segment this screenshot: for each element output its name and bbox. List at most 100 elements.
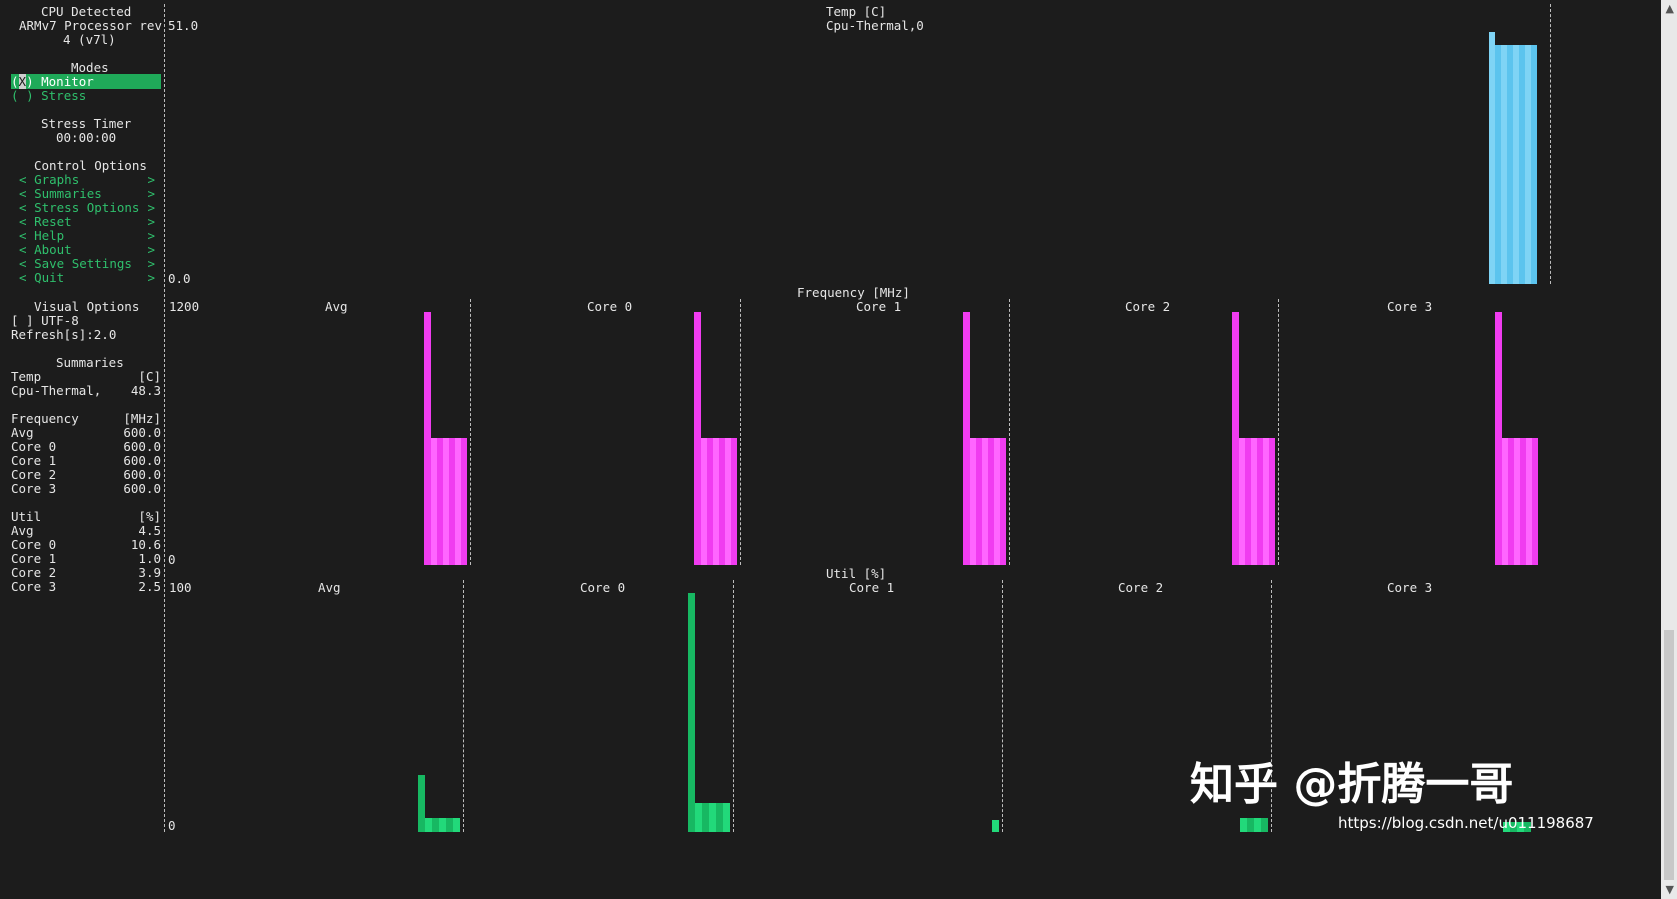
frequency-bar: [1000, 438, 1006, 565]
control-option-graphs[interactable]: < Graphs >: [19, 172, 155, 187]
control-option-label: Stress Options: [34, 200, 140, 215]
control-option-arrow: >: [147, 214, 155, 229]
control-option-about[interactable]: < About >: [19, 242, 155, 257]
temp-y-max-label: 51.0: [168, 18, 199, 33]
mode-monitor-label: Monitor: [41, 74, 94, 89]
util-bar: [446, 818, 453, 832]
control-option-open-bracket: <: [19, 270, 35, 285]
stress-timer-value: 00:00:00: [56, 130, 117, 145]
panel-divider: [740, 299, 741, 565]
control-option-label: Help: [34, 228, 65, 243]
control-option-label: Reset: [34, 214, 72, 229]
util-bar: [432, 818, 439, 832]
summary-frequency-row-value: 600.0: [123, 425, 161, 440]
panel-title: Core 3: [1387, 580, 1433, 595]
panel-divider: [1009, 299, 1010, 565]
control-option-arrow: >: [147, 172, 155, 187]
util-bar: [439, 818, 446, 832]
summary-frequency-row: Core 2 600.0: [11, 467, 161, 482]
frequency-bar: [719, 438, 725, 565]
summary-util-row-value: 10.6: [130, 537, 161, 552]
frequency-bar: [1269, 438, 1275, 565]
control-option-stress-options[interactable]: < Stress Options >: [19, 200, 155, 215]
temp-graph-title: Temp [C]: [826, 4, 887, 19]
temp-bar: [1531, 45, 1537, 284]
util-bar: [1247, 818, 1254, 832]
summary-temp-header: Temp [C]: [11, 369, 161, 384]
watermark-url: https://blog.csdn.net/u011198687: [1338, 814, 1594, 832]
panel-title: Core 2: [1118, 580, 1164, 595]
control-option-label: Summaries: [34, 186, 102, 201]
frequency-bar: [1232, 312, 1239, 565]
scrollbar-thumb[interactable]: [1664, 630, 1674, 880]
control-option-arrow: >: [147, 270, 155, 285]
util-y-min-label: 0: [168, 818, 176, 833]
scroll-up-icon[interactable]: ▲: [1665, 2, 1674, 15]
control-option-quit[interactable]: < Quit >: [19, 270, 155, 285]
summary-frequency-row-label: Core 0: [11, 439, 57, 454]
frequency-bar: [461, 438, 467, 565]
panel-divider: [1271, 580, 1272, 832]
temp-y-min-label: 0.0: [168, 271, 191, 286]
summary-frequency-row: Avg 600.0: [11, 425, 161, 440]
control-options-title: Control Options: [34, 158, 147, 173]
control-option-arrow: >: [147, 256, 155, 271]
frequency-bar: [424, 312, 431, 565]
frequency-bar: [443, 438, 449, 565]
control-option-open-bracket: <: [19, 256, 35, 271]
frequency-bar: [982, 438, 988, 565]
summary-temp-header-label: Temp: [11, 369, 42, 384]
summary-util-header-label: Util: [11, 509, 42, 524]
util-bar: [723, 803, 730, 832]
mode-monitor-radio[interactable]: (X) Monitor: [11, 74, 161, 89]
control-option-summaries[interactable]: < Summaries >: [19, 186, 155, 201]
control-option-open-bracket: <: [19, 228, 35, 243]
util-bar: [1503, 822, 1510, 832]
frequency-bar: [994, 438, 1000, 565]
frequency-bar: [731, 438, 737, 565]
panel-title: Core 2: [1125, 299, 1171, 314]
panel-divider: [1278, 299, 1279, 565]
cpu-model: ARMv7 Processor rev: [19, 18, 162, 33]
control-option-reset[interactable]: < Reset >: [19, 214, 155, 229]
temp-bar: [1507, 45, 1513, 284]
control-option-save-settings[interactable]: < Save Settings >: [19, 256, 155, 271]
panel-divider: [1002, 580, 1003, 832]
frequency-bar: [1508, 438, 1514, 565]
summary-frequency-row-value: 600.0: [123, 481, 161, 496]
frequency-bar: [1239, 438, 1245, 565]
summary-frequency-row-value: 600.0: [123, 467, 161, 482]
panel-divider: [470, 299, 471, 565]
util-bar: [1510, 822, 1517, 832]
util-bar: [716, 803, 723, 832]
summary-frequency-row: Core 3 600.0: [11, 481, 161, 496]
frequency-bar: [1251, 438, 1257, 565]
scroll-down-icon[interactable]: ▼: [1665, 883, 1674, 896]
frequency-bar: [701, 438, 707, 565]
control-option-label: Graphs: [34, 172, 80, 187]
util-bar: [702, 803, 709, 832]
frequency-bar: [1514, 438, 1520, 565]
summary-frequency-row: Core 0 600.0: [11, 439, 161, 454]
summary-util-row: Core 1 1.0: [11, 551, 161, 566]
summary-frequency-row-label: Core 2: [11, 467, 57, 482]
vertical-scrollbar[interactable]: ▲ ▼: [1661, 0, 1677, 899]
control-option-help[interactable]: < Help >: [19, 228, 155, 243]
control-option-open-bracket: <: [19, 172, 35, 187]
refresh-rate[interactable]: Refresh[s]:2.0: [11, 327, 117, 342]
summary-util-row-label: Core 2: [11, 565, 57, 580]
summary-frequency-row: Core 1 600.0: [11, 453, 161, 468]
frequency-bar: [431, 438, 437, 565]
summary-util-row: Core 2 3.9: [11, 565, 161, 580]
temp-bar: [1489, 32, 1495, 284]
summary-frequency-header-value: [MHz]: [123, 411, 161, 426]
mode-stress-radio[interactable]: ( ) Stress: [11, 88, 87, 103]
util-bar: [1240, 818, 1247, 832]
frequency-bar: [455, 438, 461, 565]
frequency-bar: [963, 312, 970, 565]
cpu-detected-title: CPU Detected: [41, 4, 132, 19]
summary-util-row-value: 2.5: [138, 579, 161, 594]
frequency-bar: [713, 438, 719, 565]
panel-title: Core 1: [856, 299, 902, 314]
utf8-checkbox[interactable]: [ ] UTF-8: [11, 313, 79, 328]
